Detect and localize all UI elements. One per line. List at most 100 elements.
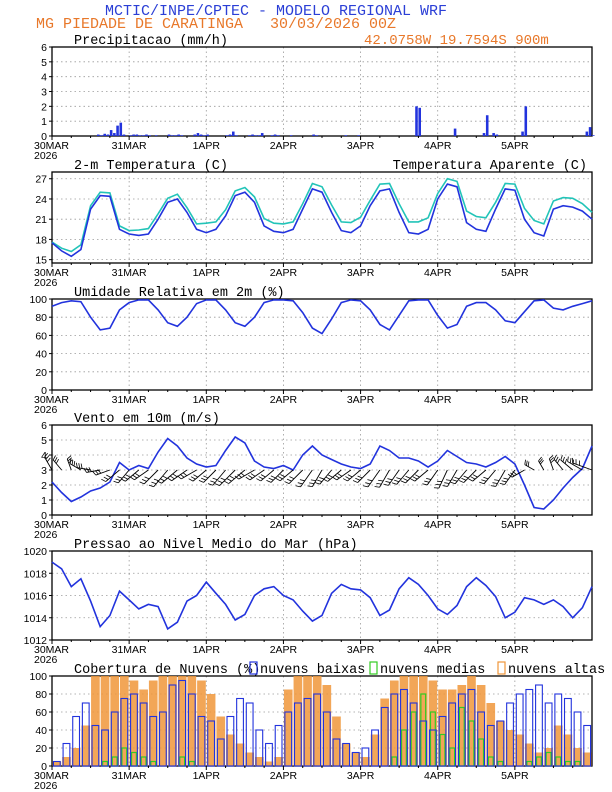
low-cloud-bar	[380, 706, 389, 767]
wind-barb-feather	[539, 458, 543, 463]
wind-barb-feather	[385, 480, 391, 483]
wind-barb-feather	[450, 481, 456, 485]
wind-barb-feather	[363, 485, 369, 488]
wind-barb-feather	[289, 476, 295, 480]
high-cloud-bar	[177, 676, 187, 766]
precip-bar	[135, 134, 139, 136]
wind-barb-feather	[355, 477, 361, 481]
low-cloud-bar	[515, 693, 524, 767]
wind-barb-feather	[284, 481, 290, 484]
low-cloud-bar	[178, 679, 187, 767]
wind-barb-feather	[170, 475, 175, 480]
x-tick-label: 2APR	[270, 394, 298, 406]
precip-bar	[248, 135, 251, 136]
wind-barb-feather	[148, 484, 154, 488]
wind-barb-feather	[250, 473, 256, 477]
high-cloud-bar	[139, 689, 148, 766]
y-tick-label: 100	[29, 671, 47, 683]
x-tick-label: 3APR	[347, 140, 375, 152]
wind-barb-feather	[132, 474, 138, 479]
wind-barb-feather	[151, 481, 157, 485]
wind-barb-feather	[317, 479, 323, 482]
wind-barb-feather	[227, 478, 232, 482]
wind-barb-feather	[553, 454, 557, 460]
wind-barb-feather	[179, 473, 185, 478]
x-tick-label: 4APR	[424, 267, 452, 279]
wind-barb-feather	[245, 476, 251, 481]
wind-barb-feather	[125, 474, 131, 478]
low-cloud-bar	[62, 742, 71, 767]
wind-barb-feather	[323, 478, 328, 482]
x-tick-label: 1APR	[193, 770, 221, 782]
wind-barb-feather	[540, 459, 544, 465]
x-tick-label: 4APR	[424, 394, 452, 406]
wind-barb-feather	[88, 467, 92, 472]
precip-bar	[524, 106, 528, 136]
wind-barb-feather	[210, 480, 216, 483]
high-cloud-bar	[100, 676, 110, 766]
high-cloud-bar	[312, 676, 322, 766]
wind-barb-feather	[240, 472, 245, 477]
wind-barb-feather	[345, 476, 351, 480]
x-year-label: 2026	[34, 780, 58, 792]
low-cloud-bar	[583, 724, 592, 767]
low-cloud-bar	[428, 729, 437, 767]
wind-barb-feather	[538, 456, 542, 462]
x-tick-label: 5APR	[501, 140, 529, 152]
panel-wind: 0 1 2 3 4 5 6 30MAR 31MAR 1APR 2APR 3APR 4APR 5APR 202…	[34, 412, 593, 541]
wind-barb-feather	[234, 475, 239, 480]
wind-barb-feather	[564, 458, 568, 464]
panel-humidity: 0 20 40 60 80 100 30MAR 31MAR 1APR 2APR 3APR 4APR 5A…	[29, 286, 593, 416]
low-cloud-bar	[409, 702, 418, 767]
wind-barb-feather	[280, 474, 286, 478]
precip-bar	[251, 134, 254, 136]
wind-barb-feather	[190, 476, 196, 480]
x-tick-label: 1APR	[193, 394, 221, 406]
high-cloud-bar	[389, 680, 399, 766]
wind-barb-feather	[256, 478, 261, 482]
panel-frame	[51, 675, 593, 767]
wind-barb-feather	[378, 479, 384, 482]
wind-barb-feather	[334, 475, 340, 479]
y-tick-label: 1020	[24, 546, 48, 558]
precip-bar	[254, 135, 258, 136]
x-tick-label: 30MAR	[34, 644, 69, 656]
panel-frame	[51, 46, 593, 137]
clouds-legend-label: nuvens baixas	[260, 663, 365, 678]
wind-barb-feather	[527, 461, 530, 467]
low-cloud-bar	[573, 711, 582, 767]
wind-barb-feather	[101, 478, 106, 482]
clouds-legend-label: nuvens medias	[380, 663, 485, 678]
temperature-legend: Temperatura Aparente (C)	[393, 159, 587, 174]
low-cloud-bar	[101, 729, 109, 767]
pressure-line	[51, 561, 593, 631]
high-cloud-bar	[380, 698, 390, 766]
wind-barb-feather	[120, 478, 126, 482]
wind-barb-feather	[123, 476, 128, 480]
wind-barb-feather	[549, 457, 555, 462]
x-tick-label: 1APR	[193, 140, 221, 152]
wind-barb-feather	[483, 476, 489, 480]
high-cloud-bar	[457, 685, 467, 766]
wind-barb-feather	[405, 475, 411, 479]
y-tick-label: 6	[41, 42, 47, 54]
wind-barb-feather	[188, 478, 194, 482]
x-tick-label: 3APR	[347, 644, 375, 656]
low-cloud-bar	[149, 715, 158, 767]
high-cloud-bar	[245, 752, 255, 766]
wind-barb	[426, 469, 439, 486]
precip-bar	[277, 135, 280, 136]
x-tick-label: 30MAR	[34, 394, 69, 406]
y-tick-label: 0	[41, 385, 47, 397]
low-cloud-bar	[544, 702, 553, 767]
precip-bar	[357, 135, 360, 136]
wind-barb-feather	[162, 475, 168, 479]
low-cloud-bar	[342, 742, 351, 767]
low-cloud-bar	[236, 697, 244, 767]
x-tick-label: 2APR	[270, 644, 298, 656]
x-tick-label: 31MAR	[112, 267, 147, 279]
panel-clouds: 0 20 40 60 80 100 30MAR 31MAR 1APR 2APR 3APR 4APR 5A…	[29, 661, 605, 792]
x-tick-label: 30MAR	[34, 267, 69, 279]
precip-bar	[315, 135, 319, 136]
high-cloud-bar	[553, 725, 563, 766]
